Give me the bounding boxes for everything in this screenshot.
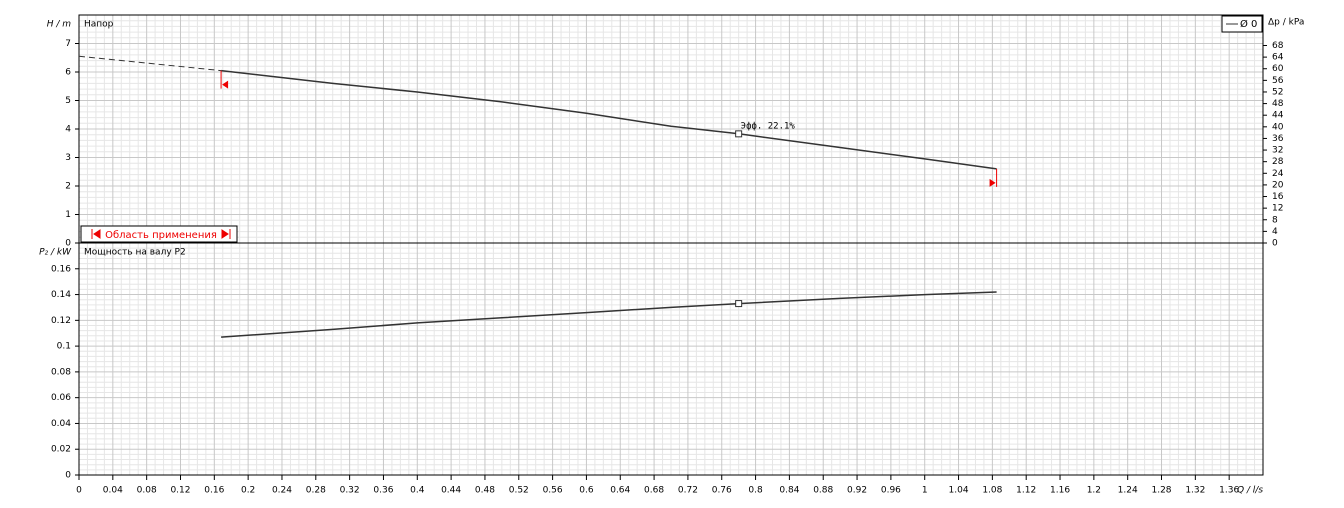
x-tick-label: 0.72 [678,486,698,496]
x-tick-label: 0.36 [373,486,393,496]
y2-tick-label: 32 [1272,146,1283,156]
x-tick-label: 1.24 [1118,486,1138,496]
y-tick-label: 0.04 [51,419,71,429]
x-tick-label: 0.68 [644,486,664,496]
range-marker [222,80,229,89]
range-arrow [221,229,231,239]
y2-tick-label: 56 [1272,76,1284,86]
y2-tick-label: 40 [1272,122,1284,132]
x-tick-label: 1.32 [1185,486,1205,496]
x-tick-label: 0.56 [543,486,563,496]
y-tick-label: 6 [65,68,71,78]
x-tick-label: 0.32 [340,486,360,496]
y2-axis-label: Δp / kPa [1268,18,1304,28]
y2-tick-label: 28 [1272,157,1284,167]
x-tick-label: 0.6 [579,486,594,496]
range-box [80,225,238,243]
y-tick-label: 0.14 [51,290,71,300]
y-tick-label: 0.16 [51,264,71,274]
y-tick-label: 5 [65,96,71,106]
x-tick-label: 0.2 [241,486,255,496]
y2-tick-label: 44 [1272,111,1284,121]
range-marker [989,178,996,187]
y2-tick-label: 52 [1272,87,1283,97]
x-tick-label: 0.92 [847,486,867,496]
y2-tick-label: 4 [1272,227,1278,237]
panel-title: Напор [84,20,114,30]
x-tick-label: 0.24 [272,486,292,496]
y-tick-label: 0.08 [51,367,71,377]
y-tick-label: 0.12 [51,316,71,326]
y2-tick-label: 68 [1272,41,1284,51]
x-tick-label: 1.16 [1050,486,1070,496]
y-tick-label: 0.1 [57,342,71,352]
y2-tick-label: 0 [1272,239,1278,249]
y-tick-label: 0.06 [51,393,71,403]
x-tick-label: 1.36 [1219,486,1239,496]
duty-point [735,130,743,138]
legend-box [1221,15,1263,33]
y2-tick-label: 16 [1272,192,1284,202]
x-tick-label: 0 [76,486,82,496]
x-tick-label: 0.48 [475,486,495,496]
y2-tick-label: 36 [1272,134,1284,144]
curve [221,69,997,170]
x-tick-label: 0.12 [170,486,190,496]
x-tick-label: 0.76 [712,486,732,496]
y-axis-label: P₂ / kW [39,248,72,258]
duty-point [735,300,743,308]
y-tick-label: 2 [65,182,71,192]
y-tick-label: 7 [65,39,71,49]
y-axis-label: H / m [47,20,72,30]
y2-tick-label: 60 [1272,64,1284,74]
plot-frame [78,242,1264,476]
x-axis-label: Q / l/s [1237,486,1263,496]
y-tick-label: 4 [65,125,71,135]
x-tick-label: 1.04 [949,486,969,496]
y-tick-label: 0.02 [51,445,71,455]
legend-label: Ø 0 [1240,18,1257,30]
y-tick-label: 1 [65,210,71,220]
x-tick-label: 0.8 [748,486,763,496]
x-tick-label: 0.52 [509,486,529,496]
x-tick-label: 0.44 [441,486,461,496]
x-tick-label: 0.84 [779,486,799,496]
curve [78,55,222,72]
y-tick-label: 0 [65,471,71,481]
x-tick-label: 0.4 [410,486,425,496]
y-tick-label: 0 [65,239,71,249]
y2-tick-label: 8 [1272,215,1278,225]
x-tick-label: 1 [922,486,928,496]
range-arrow [91,229,101,239]
x-tick-label: 0.08 [137,486,157,496]
x-tick-label: 1.28 [1151,486,1171,496]
x-tick-label: 0.04 [103,486,123,496]
y2-tick-label: 24 [1272,169,1284,179]
y2-tick-label: 12 [1272,204,1283,214]
annotation: Эфф. 22.1% [741,121,796,131]
y2-tick-label: 48 [1272,99,1284,109]
x-tick-label: 1.08 [982,486,1002,496]
y2-tick-label: 64 [1272,53,1284,63]
curve [221,291,997,338]
y-tick-label: 3 [65,153,71,163]
x-tick-label: 0.28 [306,486,326,496]
x-tick-label: 1.2 [1087,486,1101,496]
x-tick-label: 0.64 [610,486,630,496]
x-tick-label: 0.88 [813,486,833,496]
panel-title: Мощность на валу P2 [84,248,186,258]
range-label: Область применения [105,230,217,241]
x-tick-label: 0.96 [881,486,901,496]
x-tick-label: 1.12 [1016,486,1036,496]
y2-tick-label: 20 [1272,180,1284,190]
x-tick-label: 0.16 [204,486,224,496]
